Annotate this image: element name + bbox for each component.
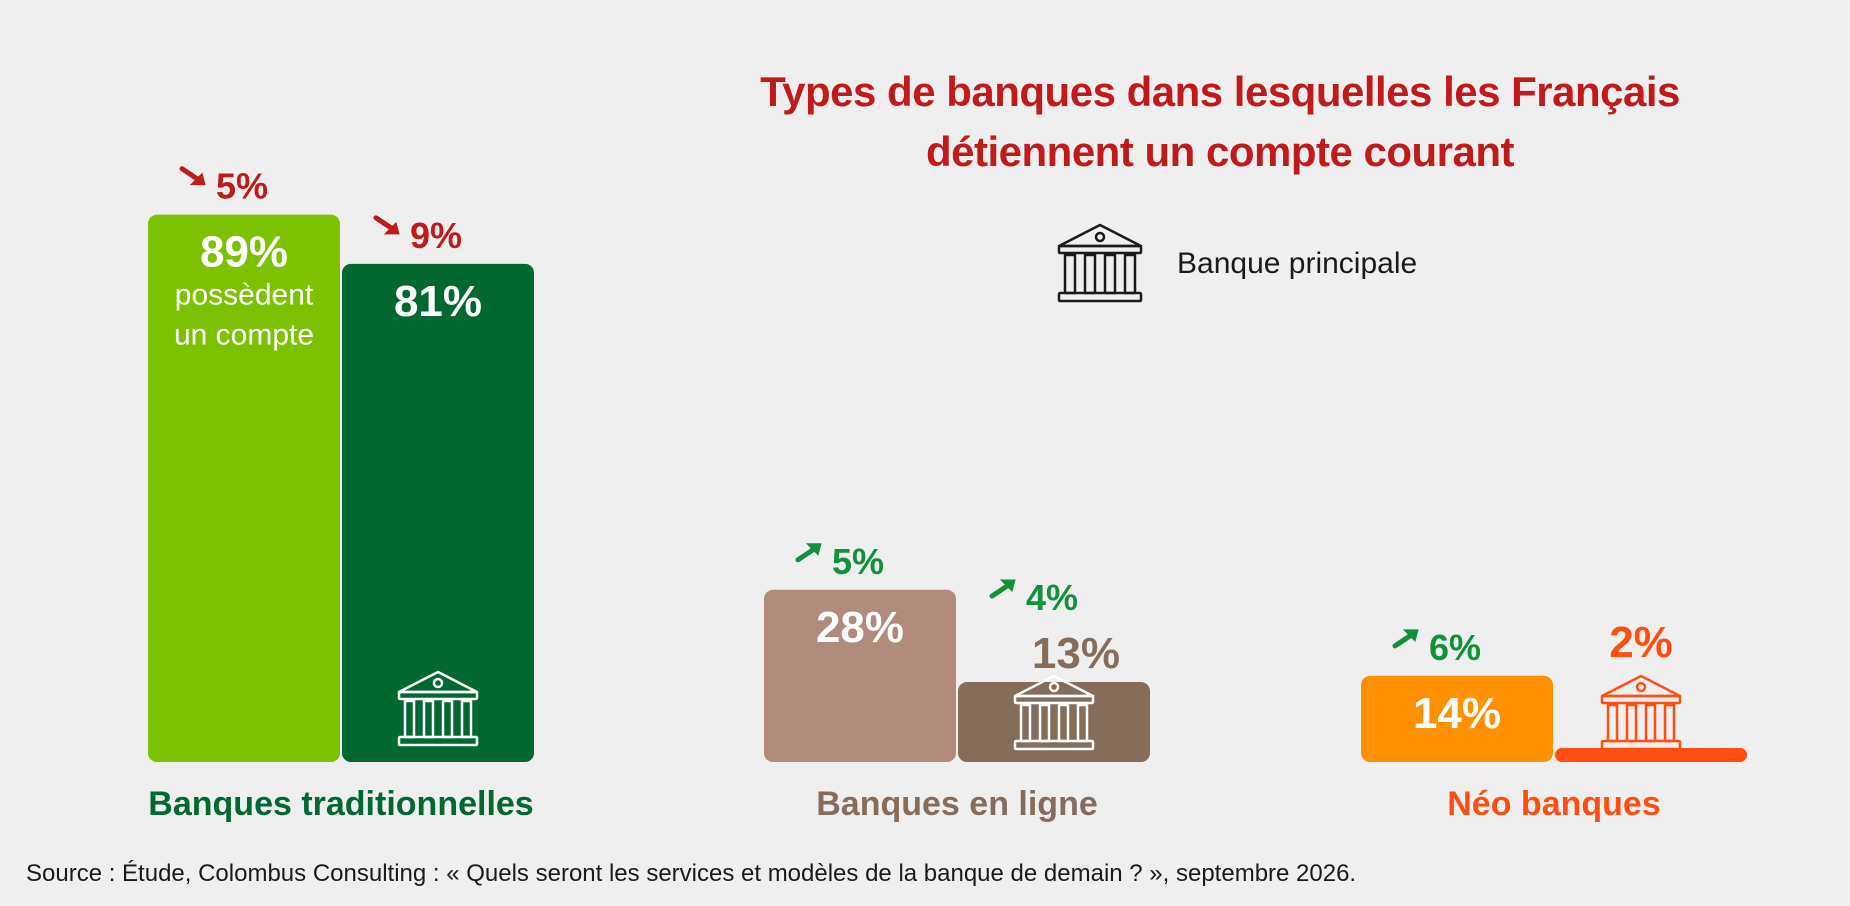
bar-main-2: [1555, 748, 1747, 762]
value-label-account-0: 89%: [200, 228, 288, 277]
legend-label: Banque principale: [1177, 247, 1418, 280]
bar-account-2: [1361, 675, 1553, 762]
category-label-1: Banques en ligne: [816, 785, 1098, 823]
change-label-main-0: 9%: [410, 215, 462, 256]
bar-main-1: [958, 682, 1150, 762]
bar-account-0: [148, 214, 340, 762]
change-arrow-account-0: [179, 166, 206, 186]
bar-account-1: [764, 589, 956, 762]
change-arrow-account-1: [795, 543, 822, 563]
legend: Banque principale: [1055, 222, 1417, 306]
bar-chart: 89%possèdent un compte 5% 81% 9% Banques trad…: [148, 166, 1747, 823]
bank-icon-main-1: [1013, 674, 1095, 751]
value-label-main-1: 13%: [1032, 629, 1120, 678]
change-arrow-main-1: [989, 579, 1016, 599]
bank-icon: [1057, 223, 1143, 303]
bank-icon-main-2: [1600, 674, 1682, 751]
change-label-account-2: 6%: [1429, 627, 1481, 668]
change-arrow-main-0: [373, 215, 400, 235]
value-label-account-2: 14%: [1413, 689, 1501, 738]
value-label-account-1: 28%: [816, 603, 904, 652]
change-label-account-0: 5%: [216, 166, 268, 207]
note-line-1: possèdent: [175, 279, 314, 312]
category-label-2: Néo banques: [1447, 785, 1660, 823]
category-label-0: Banques traditionnelles: [148, 785, 533, 823]
change-label-account-1: 5%: [832, 541, 884, 582]
value-label-main-2: 2%: [1609, 618, 1673, 667]
bar-main-0: [342, 263, 534, 762]
chart-title: Types de banques dans lesquelles les Fra…: [760, 68, 1680, 175]
bank-icon-main-0: [397, 670, 479, 747]
change-arrow-account-2: [1392, 629, 1419, 649]
value-label-main-0: 81%: [394, 277, 482, 326]
note-line-2: un compte: [174, 319, 314, 352]
source-note: Source : Étude, Colombus Consulting : « …: [26, 860, 1357, 887]
change-label-main-1: 4%: [1026, 577, 1078, 618]
